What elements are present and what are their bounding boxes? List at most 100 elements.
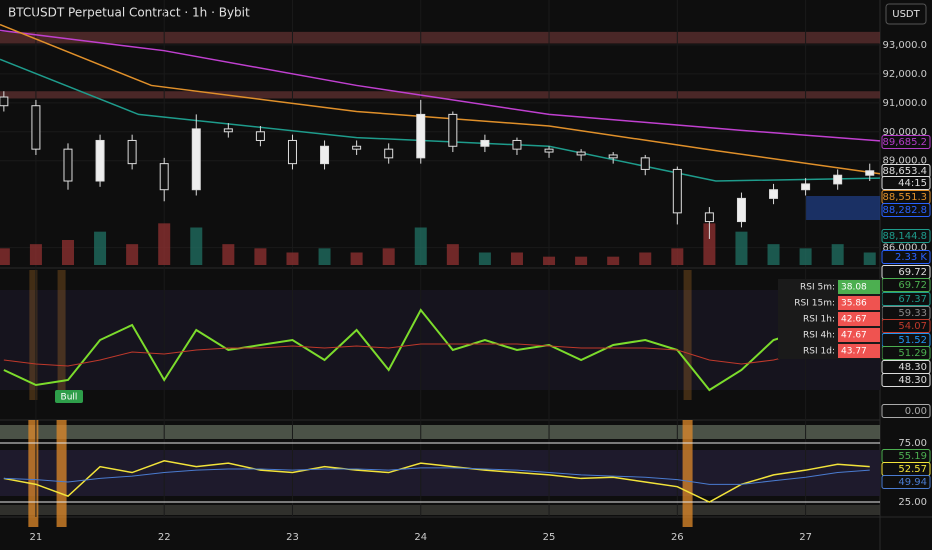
candle-body bbox=[480, 139, 490, 147]
candle-body bbox=[736, 197, 746, 223]
candle-body bbox=[576, 151, 586, 156]
rsi-table-cell bbox=[838, 312, 880, 326]
volume-bar bbox=[446, 244, 459, 265]
currency-label[interactable]: USDT bbox=[892, 9, 920, 20]
volume-bar bbox=[607, 256, 620, 265]
candle-body bbox=[63, 148, 73, 182]
axis-badge bbox=[881, 475, 931, 489]
candle-body bbox=[287, 139, 297, 165]
rsi-table-label: RSI 1h: bbox=[803, 315, 835, 325]
volume-bar bbox=[254, 248, 267, 265]
axis-badge bbox=[881, 135, 931, 149]
rsi-table-label: RSI 5m: bbox=[800, 283, 835, 293]
volume-bar bbox=[382, 248, 395, 265]
volume-bar bbox=[350, 252, 363, 265]
candle-body bbox=[833, 174, 843, 185]
axis-badge-label: 88,653.4 bbox=[882, 166, 927, 177]
support-zone bbox=[805, 196, 880, 220]
bull-tag bbox=[55, 390, 83, 403]
candle-body bbox=[704, 212, 714, 223]
x-tick-label: 21 bbox=[30, 532, 43, 543]
volume-bar bbox=[671, 248, 684, 265]
axis-badge-label: 51.29 bbox=[898, 348, 927, 359]
rsi-table-cell bbox=[838, 328, 880, 342]
volume-bar bbox=[831, 244, 844, 265]
rsi-table-label: RSI 15m: bbox=[794, 299, 835, 309]
axis-badge-label: 88,144.8 bbox=[882, 231, 927, 242]
axis-badge-label: 54.07 bbox=[898, 321, 927, 332]
volume-bar bbox=[0, 248, 10, 265]
candle-body bbox=[0, 96, 9, 107]
y-tick-label: 93,000.0 bbox=[882, 40, 927, 51]
rsi-table-label: RSI 4h: bbox=[803, 331, 835, 341]
volume-bar bbox=[126, 244, 139, 265]
candle-body bbox=[608, 154, 618, 159]
volume-bar bbox=[543, 256, 556, 265]
volume-bar bbox=[29, 244, 42, 265]
y-tick-label: 75.00 bbox=[898, 438, 927, 449]
signal-highlight bbox=[28, 420, 39, 527]
candle-body bbox=[255, 131, 265, 141]
moving-average bbox=[0, 29, 881, 142]
resistance-zone bbox=[0, 31, 880, 44]
axis-badge-label: 69.72 bbox=[898, 267, 927, 278]
rsi-table-value: 42.67 bbox=[841, 315, 867, 325]
y-tick-label: 89,000.0 bbox=[882, 156, 927, 167]
candle-body bbox=[512, 139, 522, 150]
x-tick-label: 27 bbox=[799, 532, 812, 543]
rsi-table-cell bbox=[838, 280, 880, 294]
candle-body bbox=[544, 148, 554, 153]
volume-bar bbox=[61, 240, 74, 265]
x-tick-label: 25 bbox=[543, 532, 556, 543]
axis-badge bbox=[881, 229, 931, 243]
y-tick-label: 90,000.0 bbox=[882, 127, 927, 138]
axis-badge-label: 0.00 bbox=[905, 406, 927, 417]
volume-bar bbox=[158, 223, 171, 265]
volume-bar bbox=[414, 227, 427, 265]
signal-highlight bbox=[29, 270, 38, 400]
volume-bar bbox=[639, 252, 652, 265]
candle-body bbox=[31, 105, 41, 150]
candle-body bbox=[352, 145, 362, 150]
candle-body bbox=[672, 168, 682, 214]
axis-badge-label: 48.30 bbox=[898, 362, 927, 373]
volume-bar bbox=[799, 248, 812, 265]
volume-bar bbox=[575, 256, 588, 265]
axis-badge bbox=[881, 404, 931, 418]
candle-body bbox=[640, 157, 650, 170]
volume-bar bbox=[94, 231, 107, 265]
oscillator-line bbox=[3, 459, 870, 503]
volume-bar bbox=[510, 252, 523, 265]
volume-bar bbox=[863, 252, 876, 265]
x-tick-label: 26 bbox=[671, 532, 684, 543]
chart-title: BTCUSDT Perpetual Contract · 1h · Bybit bbox=[8, 6, 250, 20]
currency-button[interactable] bbox=[885, 3, 927, 25]
candle-body bbox=[448, 113, 458, 147]
resistance-zone bbox=[0, 91, 880, 99]
y-tick-label: 25.00 bbox=[898, 497, 927, 508]
axis-badge bbox=[881, 250, 931, 264]
axis-badge-label: 2.33 K bbox=[895, 252, 927, 263]
signal-highlight bbox=[56, 420, 67, 527]
axis-badge-label: 52.57 bbox=[898, 464, 927, 475]
rsi-table-value: 43.77 bbox=[841, 347, 867, 357]
axis-badge-label: 88,282.8 bbox=[882, 205, 927, 216]
rsi-table-value: 47.67 bbox=[841, 331, 867, 341]
rsi-table-value: 38.08 bbox=[841, 283, 867, 293]
axis-badge-label: 67.37 bbox=[898, 294, 927, 305]
rsi-table-value: 35.86 bbox=[841, 299, 867, 309]
rsi-table-cell bbox=[838, 344, 880, 358]
candle-body bbox=[384, 148, 394, 159]
axis-badge-label: 89,685.2 bbox=[882, 137, 927, 148]
axis-badge bbox=[881, 203, 931, 217]
volume-bar bbox=[735, 231, 748, 265]
axis-badge bbox=[881, 176, 931, 190]
candle-body bbox=[801, 183, 811, 191]
y-tick-label: 86,000.0 bbox=[882, 243, 927, 254]
volume-bar bbox=[222, 244, 235, 265]
candle-body bbox=[769, 189, 779, 199]
signal-highlight bbox=[683, 270, 692, 400]
axis-badge-label: 59.33 bbox=[898, 308, 927, 319]
candle-body bbox=[223, 128, 233, 133]
